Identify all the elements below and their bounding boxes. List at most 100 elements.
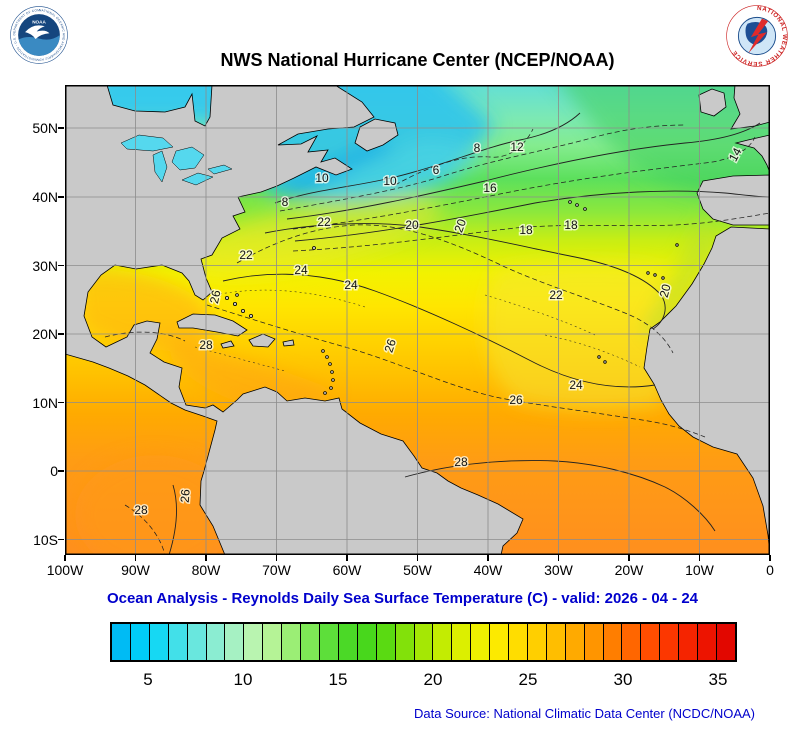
y-axis-label: 30N — [32, 257, 58, 274]
noaa-label: NOAA — [32, 19, 46, 24]
noaa-logo: NATIONAL OCEANIC AND ATMOSPHERIC ADMINIS… — [9, 3, 68, 64]
colorbar-cell — [565, 624, 585, 660]
colorbar-cell — [319, 624, 339, 660]
colorbar-cell — [490, 624, 510, 660]
contour-label: 24 — [569, 378, 583, 392]
colorbar-cell — [679, 624, 699, 660]
colorbar-cell — [130, 624, 150, 660]
contour-label: 26 — [207, 289, 224, 305]
y-axis-label: 40N — [32, 189, 58, 205]
contour-label: 22 — [239, 248, 253, 262]
contour-label: 18 — [564, 218, 578, 232]
x-axis-tick — [134, 555, 137, 561]
y-axis-tick — [58, 470, 64, 472]
x-axis-tick — [698, 555, 701, 561]
colorbar-cell — [168, 624, 188, 660]
sst-map: 8 10 10 6 8 12 16 14 18 18 20 20 20 22 22 22 24 24 24 26 26 2… — [64, 84, 771, 556]
x-axis-tick — [205, 555, 207, 561]
land-americas — [64, 84, 524, 556]
y-axis-label: 10S — [33, 531, 58, 548]
colorbar-cell — [546, 624, 566, 660]
land-newfoundland — [354, 118, 399, 152]
y-axis-label: 50N — [32, 120, 58, 136]
colorbar-cell — [471, 624, 491, 660]
landmasses — [64, 84, 771, 556]
land-jamaica — [220, 340, 235, 349]
contour-label: 24 — [344, 278, 358, 292]
y-axis-tick — [58, 127, 64, 129]
colorbar-cell — [584, 624, 604, 660]
x-axis-label: 0 — [766, 562, 774, 578]
colorbar-cell — [660, 624, 680, 660]
contour-label: 24 — [294, 263, 308, 277]
x-axis-label: 60W — [332, 562, 362, 578]
x-axis-tick — [64, 555, 66, 561]
y-axis-tick — [58, 333, 64, 335]
contour-label: 22 — [317, 215, 331, 229]
x-axis-label: 70W — [262, 562, 291, 578]
y-axis-tick — [58, 196, 64, 198]
x-axis-tick — [769, 555, 771, 561]
colorbar-tick-label: 5 — [143, 670, 153, 689]
x-axis-label: 30W — [544, 562, 573, 578]
noaa-emblem-icon: NATIONAL OCEANIC AND ATMOSPHERIC ADMINIS… — [9, 3, 68, 64]
x-axis-label: 20W — [614, 562, 644, 578]
contour-label: 8 — [474, 141, 481, 155]
x-axis-tick — [487, 555, 489, 561]
colorbar-cell — [509, 624, 528, 660]
land-iberia — [696, 174, 771, 226]
contour-label: 28 — [454, 455, 468, 469]
x-axis-label: 10W — [685, 562, 714, 578]
land-puerto-rico — [282, 339, 295, 347]
y-axis-tick — [58, 264, 64, 267]
land-africa — [643, 226, 771, 556]
colorbar-cell — [357, 624, 377, 660]
colorbar-cell — [717, 624, 735, 660]
land-cuba — [176, 313, 248, 337]
x-axis-tick — [346, 555, 348, 561]
colorbar-cell — [282, 624, 302, 660]
y-axis-tick — [58, 538, 64, 541]
contour-label: 18 — [519, 223, 533, 237]
contour-label: 20 — [657, 282, 674, 299]
contour-label: 26 — [509, 393, 523, 407]
contour-label: 6 — [433, 163, 440, 177]
temperature-colorbar — [110, 622, 737, 662]
x-axis-label: 50W — [403, 562, 432, 578]
contour-label: 16 — [483, 181, 497, 195]
colorbar-cell — [112, 624, 131, 660]
colorbar-cell — [433, 624, 453, 660]
colorbar-cell — [414, 624, 434, 660]
contour-label: 26 — [178, 488, 193, 503]
x-axis-tick — [557, 555, 560, 561]
colorbar-cell — [622, 624, 642, 660]
island-dots — [224, 200, 679, 395]
colorbar-tick-label: 10 — [233, 670, 253, 689]
map-subtitle: Ocean Analysis - Reynolds Daily Sea Surf… — [106, 590, 699, 607]
land-ireland — [698, 88, 727, 117]
x-axis-tick — [275, 555, 278, 561]
colorbar-cell — [376, 624, 396, 660]
nws-logo: NATIONAL WEATHER SERVICE — [726, 5, 788, 67]
x-axis-tick — [628, 555, 630, 561]
lat-lon-grid — [65, 85, 770, 555]
nws-emblem-icon: NATIONAL WEATHER SERVICE — [726, 5, 788, 67]
colorbar-tick-label: 20 — [423, 670, 443, 689]
contour-label: 26 — [381, 337, 399, 354]
x-axis-label: 40W — [473, 562, 503, 578]
contour-label: 22 — [549, 288, 563, 302]
colorbar-cell — [206, 624, 226, 660]
y-axis-label: 0 — [50, 463, 58, 479]
x-axis-tick — [416, 555, 419, 561]
contour-label: 10 — [315, 171, 329, 185]
colorbar-cell — [263, 624, 283, 660]
page-title: NWS National Hurricane Center (NCEP/NOAA… — [220, 50, 615, 70]
y-axis-label: 10N — [32, 394, 58, 411]
y-axis-label: 20N — [32, 326, 58, 342]
colorbar-cell — [452, 624, 472, 660]
colorbar-tick-label: 35 — [708, 670, 728, 689]
contour-label: 10 — [383, 174, 397, 188]
y-axis-tick — [58, 401, 64, 404]
